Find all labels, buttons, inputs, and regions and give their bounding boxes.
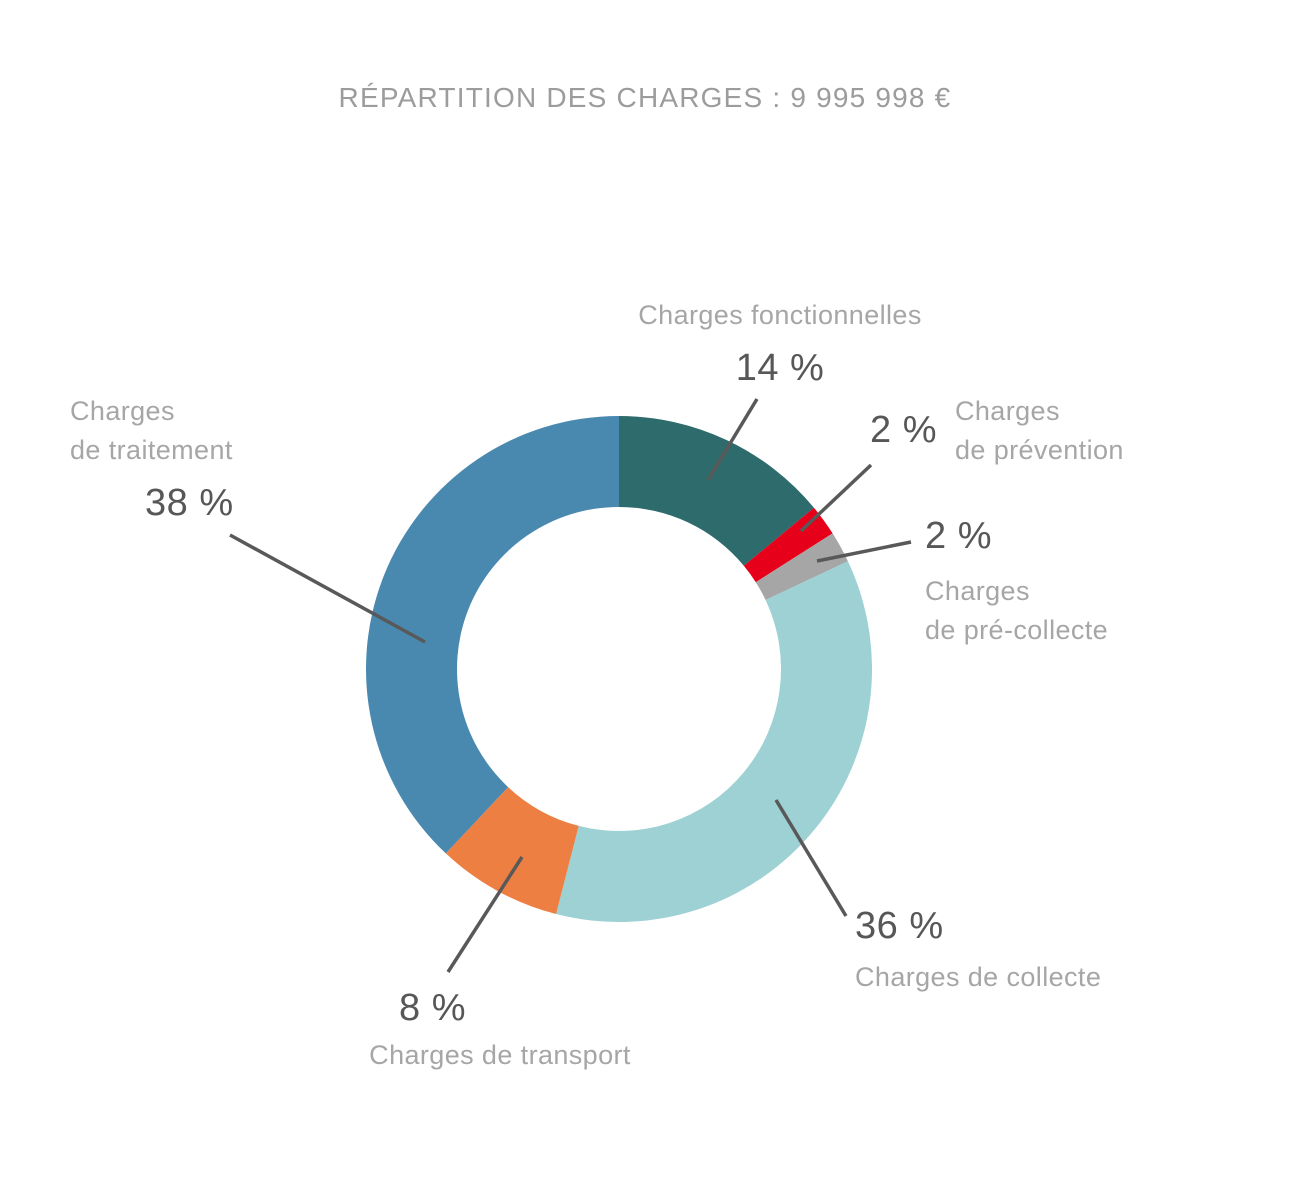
leader-line-5	[229, 533, 426, 644]
leader-line-2	[816, 540, 912, 563]
donut-slice-0	[619, 416, 814, 566]
leader-line-4	[446, 856, 524, 973]
slice-value: 2 %	[925, 515, 992, 557]
slice-name: Charges de pré-collecte	[925, 575, 1109, 646]
slice-value: 36 %	[855, 905, 944, 947]
donut-slices	[365, 416, 873, 922]
slice-name-transport: Charges de transport	[369, 1040, 631, 1070]
slice-name: Charges de collecte	[855, 961, 1102, 992]
leader-line-1	[799, 463, 873, 533]
slice-name: Charges de traitement	[70, 396, 233, 466]
slice-label-precollecte: 2 % Charges de pré-collecte	[925, 515, 1109, 651]
slice-value: 14 %	[735, 347, 825, 390]
slice-label-traitement: Charges de traitement 38 %	[70, 392, 234, 525]
leader-lines	[229, 398, 912, 973]
chart-title: RÉPARTITION DES CHARGES : 9 995 998 €	[338, 82, 952, 113]
slice-value: 2 %	[870, 409, 937, 451]
slice-value-transport: 8 %	[399, 987, 466, 1029]
donut-slice-4	[445, 787, 579, 915]
slice-label-prevention: 2 % Charges de prévention	[870, 392, 1124, 471]
donut-slice-1	[743, 507, 833, 583]
donut-slice-5	[365, 416, 619, 854]
slice-name: Charges fonctionnelles	[638, 300, 922, 330]
donut-slice-3	[556, 561, 873, 922]
slice-name: Charges de prévention	[954, 396, 1124, 466]
slice-label-collecte: 36 % Charges de collecte	[855, 905, 1102, 997]
slice-label-fonctionnelles: Charges fonctionnelles 14 %	[590, 296, 970, 390]
slice-value: 38 %	[145, 481, 234, 524]
leader-line-0	[706, 398, 759, 481]
leader-line-3	[774, 799, 848, 917]
donut-slice-2	[755, 533, 848, 601]
